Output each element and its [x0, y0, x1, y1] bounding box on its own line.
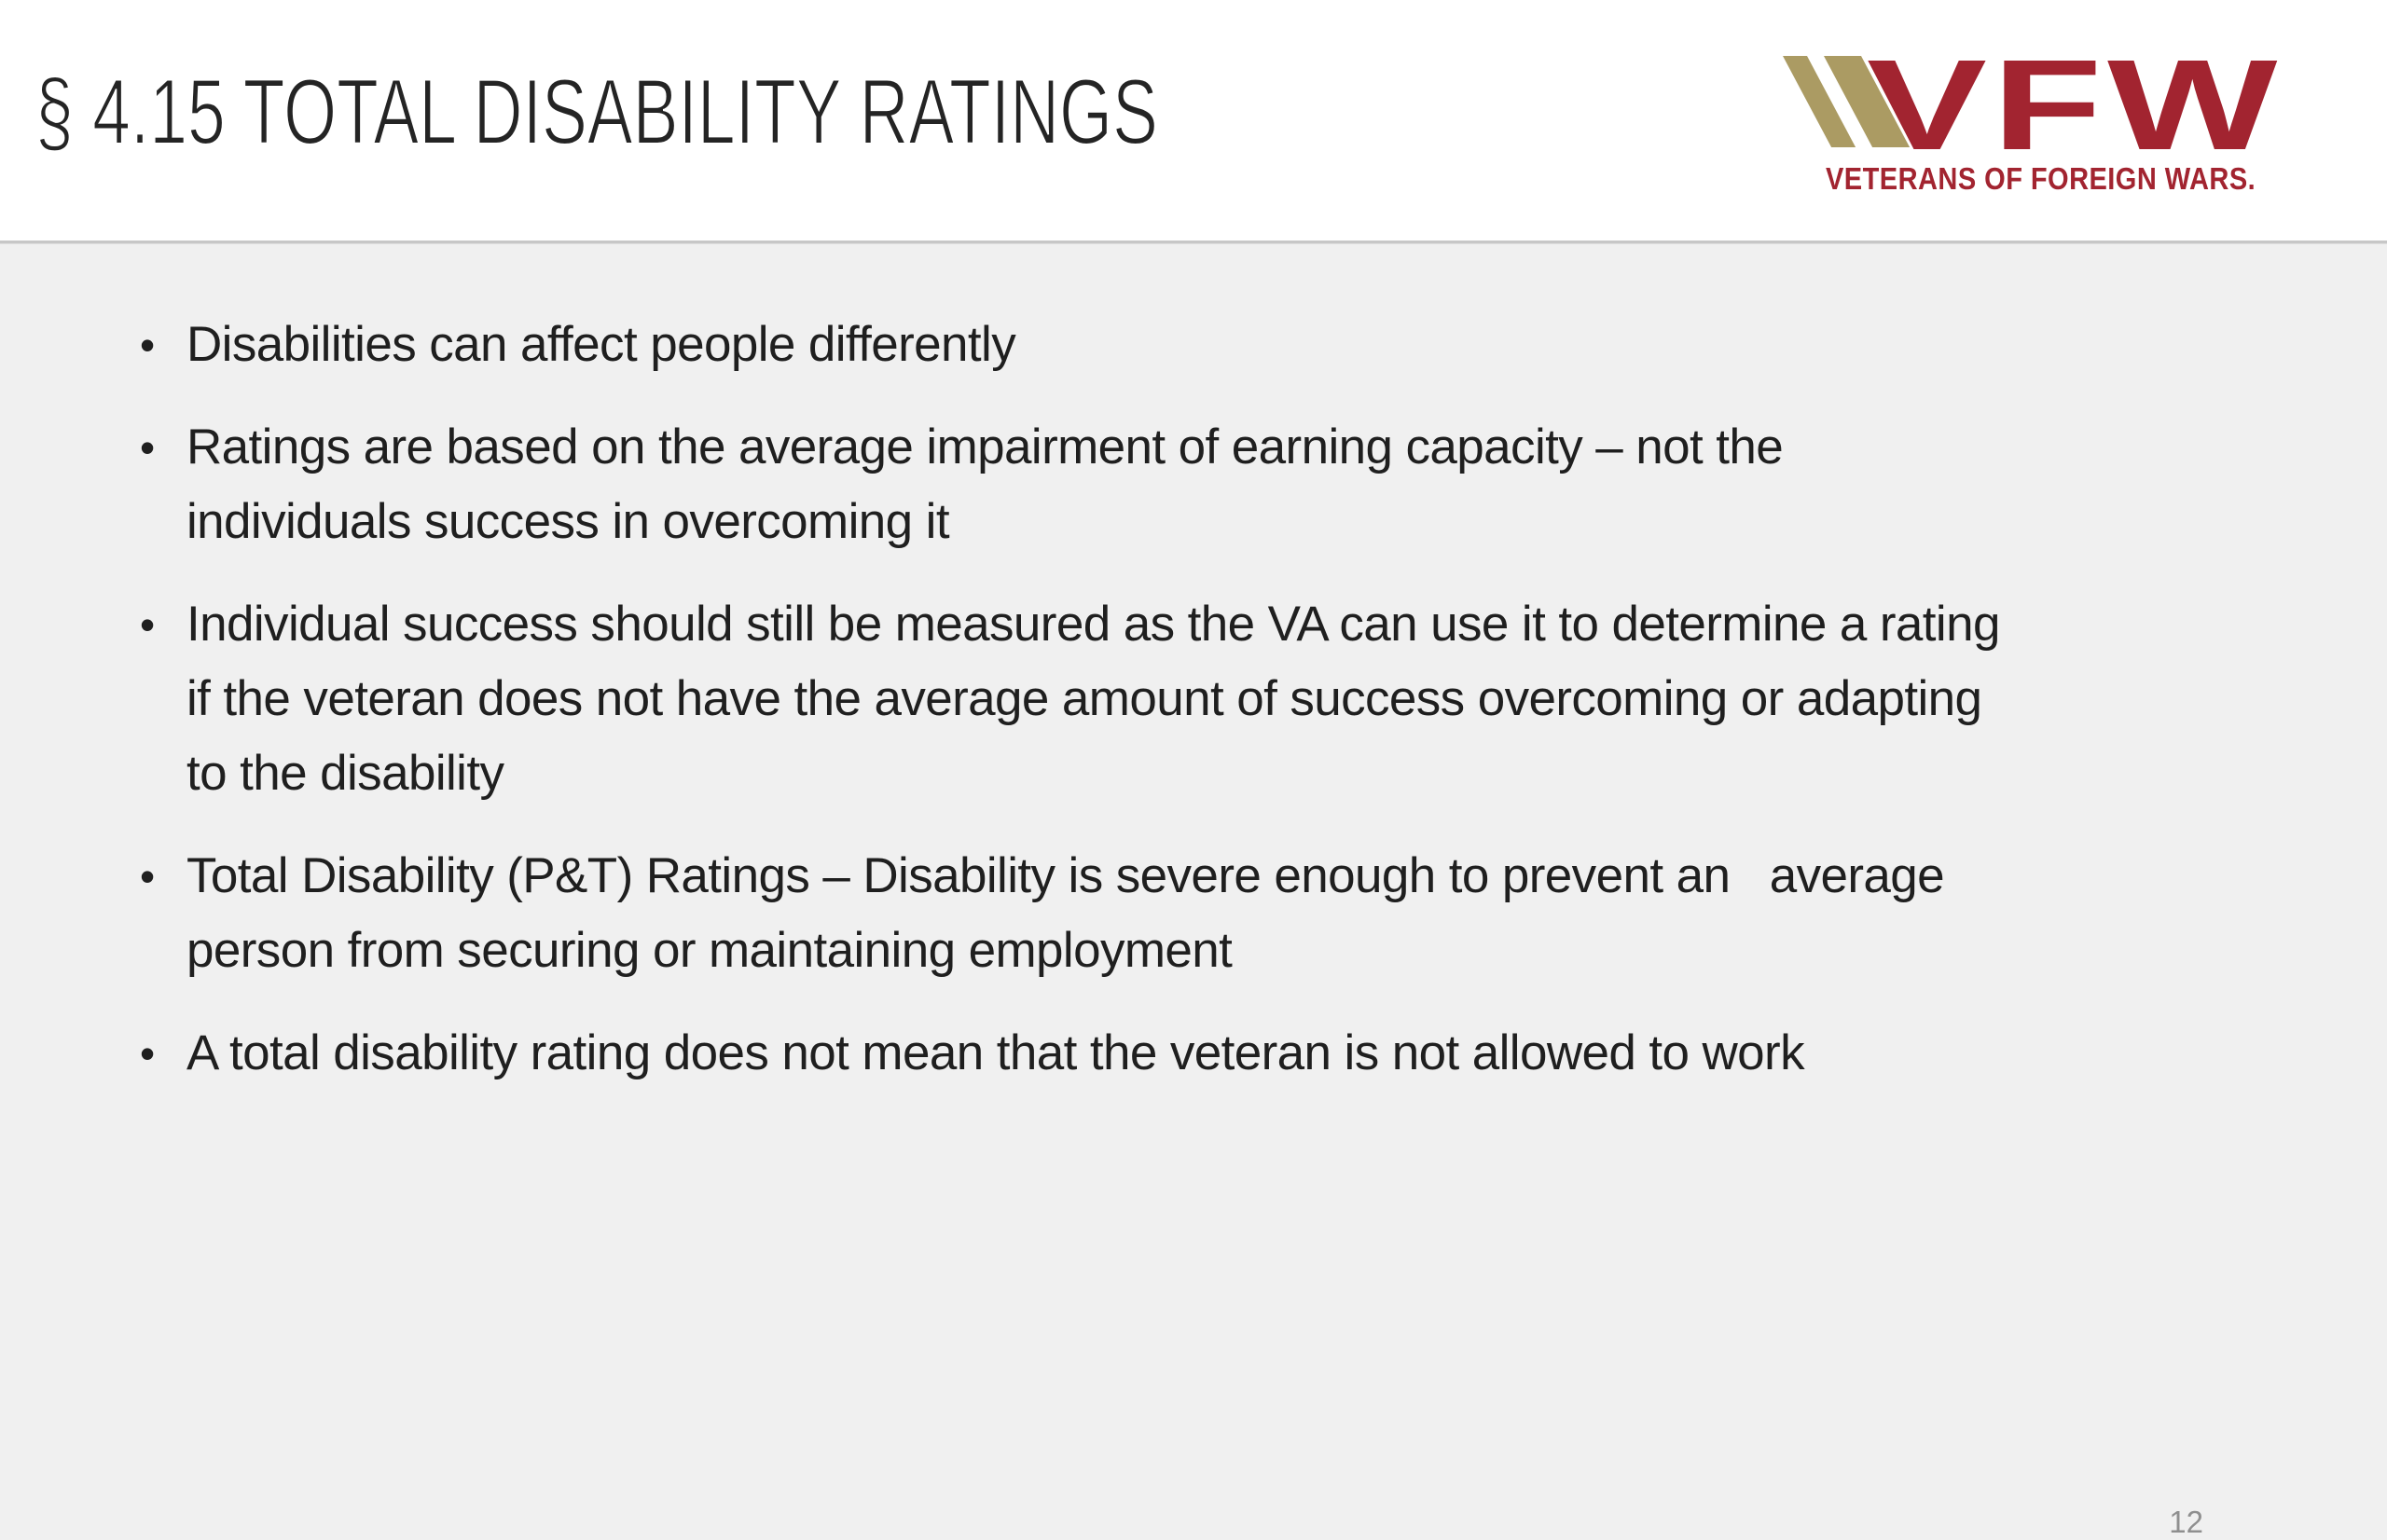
vfw-logo: VFW VETERANS OF FOREIGN WARS.	[1783, 41, 2342, 213]
bullet-icon: •	[140, 321, 155, 369]
bullet-icon: •	[140, 1029, 155, 1078]
bullet-text: person from securing or maintaining empl…	[186, 923, 1233, 978]
bullet-text: Individual success should still be measu…	[186, 597, 2000, 652]
bullet-list: • Disabilities can affect people differe…	[138, 308, 2320, 1119]
bullet-text: A total disability rating does not mean …	[186, 1025, 1805, 1080]
bullet-item: • A total disability rating does not mea…	[138, 1016, 2320, 1091]
slide-body: • Disabilities can affect people differe…	[0, 244, 2387, 1539]
bullet-item: • Individual success should still be mea…	[138, 587, 2320, 811]
bullet-text: Disabilities can affect people different…	[186, 317, 1016, 372]
vfw-logo-tagline: VETERANS OF FOREIGN WARS.	[1826, 161, 2256, 196]
bullet-item: • Disabilities can affect people differe…	[138, 308, 2320, 382]
bullet-icon: •	[140, 600, 155, 649]
slide-title: § 4.15 TOTAL DISABILITY RATINGS	[34, 60, 1158, 163]
bullet-text: individuals success in overcoming it	[186, 494, 950, 549]
bullet-icon: •	[140, 423, 155, 472]
bullet-item: • Total Disability (P&T) Ratings – Disab…	[138, 839, 2320, 988]
vfw-logo-acronym: VFW	[1867, 34, 2284, 177]
bullet-text: to the disability	[186, 746, 504, 801]
bullet-text: if the veteran does not have the average…	[186, 671, 1982, 726]
bullet-item: • Ratings are based on the average impai…	[138, 410, 2320, 559]
header-divider	[0, 241, 2387, 244]
bullet-text: Total Disability (P&T) Ratings – Disabil…	[186, 848, 1945, 903]
bullet-icon: •	[140, 852, 155, 901]
slide-header: § 4.15 TOTAL DISABILITY RATINGS VFW VETE…	[0, 0, 2387, 242]
bullet-text: Ratings are based on the average impairm…	[186, 419, 1784, 474]
page-number: 12	[2169, 1505, 2203, 1539]
